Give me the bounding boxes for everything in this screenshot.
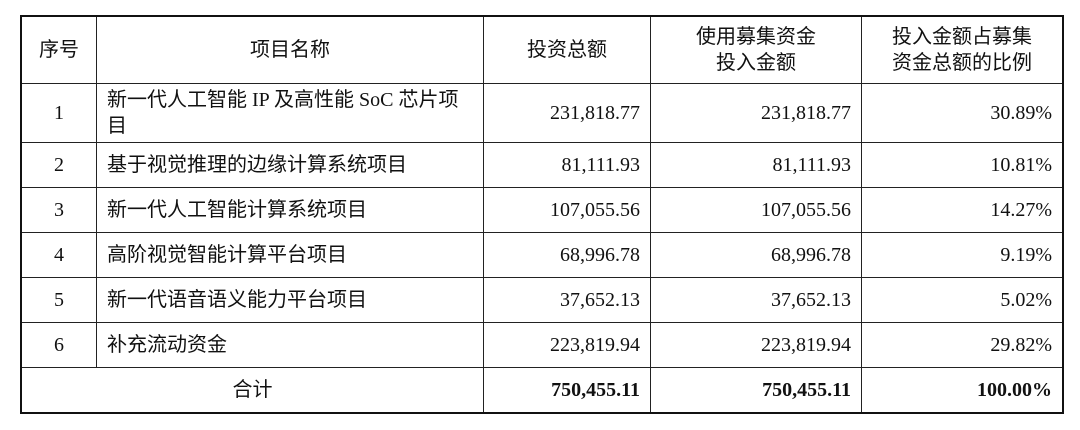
row-total: 68,996.78 [483, 232, 651, 278]
header-ratio: 投入金额占募集 资金总额的比例 [861, 15, 1064, 84]
row-raised: 37,652.13 [650, 277, 862, 323]
row-name: 新一代人工智能计算系统项目 [96, 187, 484, 233]
row-no: 2 [20, 142, 97, 188]
row-ratio: 10.81% [861, 142, 1064, 188]
header-total: 投资总额 [483, 15, 651, 84]
row-ratio: 30.89% [861, 83, 1064, 143]
table-row: 6 补充流动资金 223,819.94 223,819.94 29.82% [20, 322, 1064, 368]
row-name: 基于视觉推理的边缘计算系统项目 [96, 142, 484, 188]
total-ratio: 100.00% [861, 367, 1064, 414]
row-raised: 107,055.56 [650, 187, 862, 233]
row-no: 3 [20, 187, 97, 233]
table-row: 4 高阶视觉智能计算平台项目 68,996.78 68,996.78 9.19% [20, 232, 1064, 278]
table-row: 2 基于视觉推理的边缘计算系统项目 81,111.93 81,111.93 10.81% [20, 142, 1064, 188]
row-name: 高阶视觉智能计算平台项目 [96, 232, 484, 278]
table-row: 5 新一代语音语义能力平台项目 37,652.13 37,652.13 5.02% [20, 277, 1064, 323]
row-total: 37,652.13 [483, 277, 651, 323]
total-label: 合计 [20, 367, 484, 414]
row-total: 223,819.94 [483, 322, 651, 368]
row-total: 107,055.56 [483, 187, 651, 233]
row-no: 4 [20, 232, 97, 278]
total-row: 合计 750,455.11 750,455.11 100.00% [20, 367, 1064, 414]
row-raised: 231,818.77 [650, 83, 862, 143]
row-raised: 223,819.94 [650, 322, 862, 368]
header-raised-line2: 投入金额 [716, 52, 796, 74]
row-no: 6 [20, 322, 97, 368]
header-raised: 使用募集资金 投入金额 [650, 15, 862, 84]
header-name: 项目名称 [96, 15, 484, 84]
row-no: 5 [20, 277, 97, 323]
header-ratio-line2: 资金总额的比例 [892, 52, 1032, 74]
row-name: 补充流动资金 [96, 322, 484, 368]
fund-usage-table: 序号 项目名称 投资总额 使用募集资金 投入金额 投入金额占募集 资金总额的比例… [20, 15, 1064, 414]
header-row: 序号 项目名称 投资总额 使用募集资金 投入金额 投入金额占募集 资金总额的比例 [20, 15, 1064, 84]
row-ratio: 9.19% [861, 232, 1064, 278]
total-total: 750,455.11 [483, 367, 651, 414]
header-ratio-line1: 投入金额占募集 [892, 26, 1032, 48]
row-name: 新一代人工智能 IP 及高性能 SoC 芯片项目 [96, 83, 484, 143]
row-total: 231,818.77 [483, 83, 651, 143]
table-row: 1 新一代人工智能 IP 及高性能 SoC 芯片项目 231,818.77 231,8… [20, 83, 1064, 143]
total-raised: 750,455.11 [650, 367, 862, 414]
row-no: 1 [20, 83, 97, 143]
header-no: 序号 [20, 15, 97, 84]
row-ratio: 29.82% [861, 322, 1064, 368]
row-total: 81,111.93 [483, 142, 651, 188]
row-ratio: 5.02% [861, 277, 1064, 323]
row-raised: 68,996.78 [650, 232, 862, 278]
header-raised-line1: 使用募集资金 [696, 26, 816, 48]
row-raised: 81,111.93 [650, 142, 862, 188]
row-ratio: 14.27% [861, 187, 1064, 233]
table-row: 3 新一代人工智能计算系统项目 107,055.56 107,055.56 14.27% [20, 187, 1064, 233]
row-name: 新一代语音语义能力平台项目 [96, 277, 484, 323]
